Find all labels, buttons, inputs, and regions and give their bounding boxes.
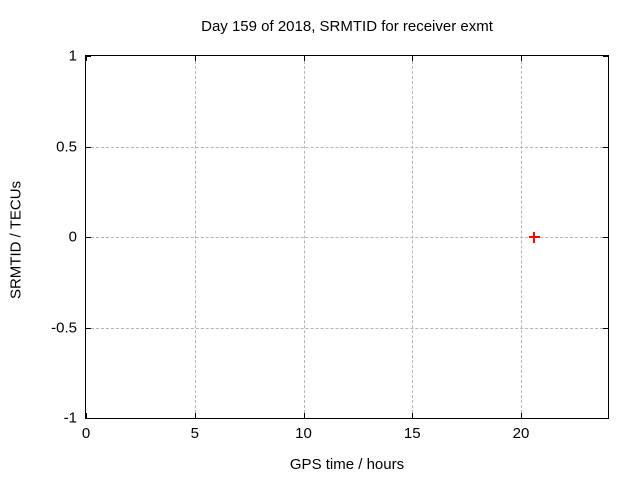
y-tick-label: 0.5 (56, 138, 77, 155)
x-tick-label: 5 (190, 425, 199, 442)
y-axis-label: SRMTID / TECUs (7, 180, 25, 300)
x-tick-mark (303, 413, 305, 418)
x-tick-mark-top (412, 56, 414, 61)
y-tick-mark (86, 418, 91, 419)
y-tick-label: 0 (68, 228, 77, 246)
plus-marker-vbar (533, 231, 535, 243)
y-tick-mark (86, 146, 91, 148)
x-axis-label: GPS time / hours (289, 456, 405, 473)
y-tick-label: 1 (68, 47, 77, 65)
x-tick-label: 20 (512, 425, 530, 442)
y-tick-mark-right (603, 146, 608, 148)
h-gridline (86, 237, 608, 238)
y-tick-mark (86, 237, 91, 238)
x-tick-mark (412, 413, 414, 418)
x-tick-mark (194, 413, 196, 418)
x-tick-mark-top (303, 56, 305, 61)
y-tick-mark (86, 327, 91, 329)
y-tick-mark-right (603, 56, 608, 57)
y-tick-mark-right (603, 418, 608, 419)
y-tick-label: -0.5 (51, 319, 77, 336)
y-tick-mark (86, 56, 91, 57)
x-tick-mark-top (521, 56, 522, 61)
h-gridline (86, 146, 608, 148)
x-tick-mark (521, 413, 522, 418)
y-tick-label: -1 (63, 409, 77, 427)
x-tick-label: 15 (403, 425, 421, 442)
h-gridline (86, 327, 608, 329)
x-tick-label: 10 (295, 425, 312, 442)
chart-title: Day 159 of 2018, SRMTID for receiver exm… (201, 18, 493, 35)
plot-area: 0 5 10 15 20 -1 -0.5 0 0.5 1 (51, 48, 609, 442)
x-tick-label: 0 (81, 425, 91, 442)
x-tick-mark-top (194, 56, 196, 61)
y-tick-mark-right (603, 237, 608, 238)
x-tick-mark (86, 413, 87, 418)
y-tick-mark-right (603, 327, 608, 329)
x-tick-mark-top (86, 56, 87, 61)
